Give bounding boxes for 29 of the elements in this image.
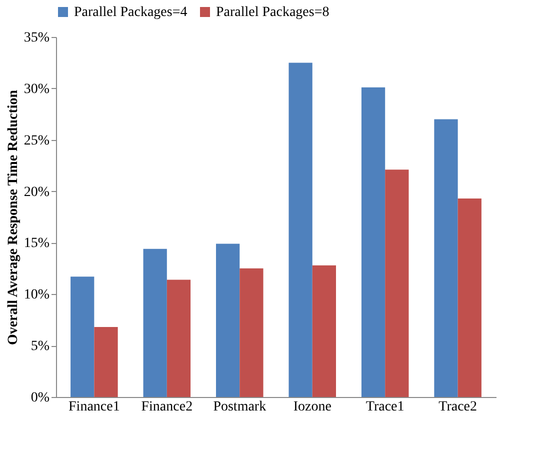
bar <box>312 265 336 397</box>
y-tick-label: 20% <box>24 184 50 200</box>
bar <box>143 248 167 397</box>
bar <box>166 280 191 397</box>
bar <box>458 198 482 397</box>
x-tick-label: Postmark <box>213 400 266 414</box>
bar <box>70 276 94 397</box>
y-tick-label: 15% <box>24 236 50 252</box>
bar <box>216 244 240 397</box>
bar <box>288 62 312 397</box>
bar <box>434 119 458 397</box>
y-tick-label: 25% <box>24 133 50 148</box>
x-tick-label: Finance1 <box>68 400 120 414</box>
x-tick-label: Iozone <box>293 400 332 414</box>
y-axis-title: Overall Average Response Time Reduction <box>6 90 21 346</box>
y-tick-label: 30% <box>24 82 50 97</box>
bar <box>361 87 386 397</box>
legend-label: Parallel Packages=4 <box>74 5 188 20</box>
y-tick-label: 10% <box>24 288 50 303</box>
y-tick-label: 35% <box>24 30 50 46</box>
bar <box>94 327 118 397</box>
legend-label: Parallel Packages=8 <box>216 5 330 20</box>
y-tick-label: 5% <box>30 339 50 354</box>
y-tick-label: 0% <box>30 390 50 406</box>
x-tick-label: Trace2 <box>438 400 478 414</box>
x-tick-label: Trace1 <box>366 400 404 414</box>
x-tick-label: Finance2 <box>141 400 193 414</box>
bar <box>385 170 409 397</box>
bar <box>240 268 264 397</box>
